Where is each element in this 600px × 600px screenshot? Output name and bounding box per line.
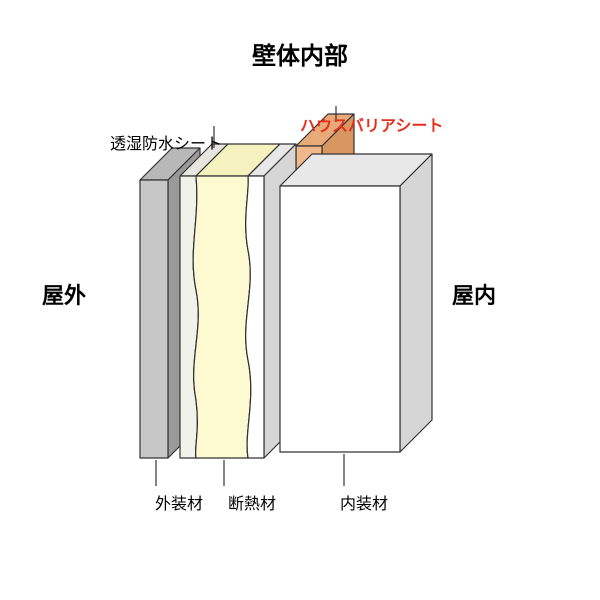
exterior-label: 外装材: [155, 490, 203, 514]
inside-label: 屋内: [452, 278, 496, 310]
membrane-label: 透湿防水シート: [110, 130, 222, 154]
layer-interior: [280, 154, 432, 452]
title: 壁体内部: [0, 36, 600, 71]
wall-diagram: [0, 0, 600, 600]
insulation-label: 断熱材: [228, 490, 276, 514]
interior-label: 内装材: [340, 490, 388, 514]
barrier-label: ハウスバリアシート: [300, 112, 443, 136]
outside-label: 屋外: [42, 278, 86, 310]
